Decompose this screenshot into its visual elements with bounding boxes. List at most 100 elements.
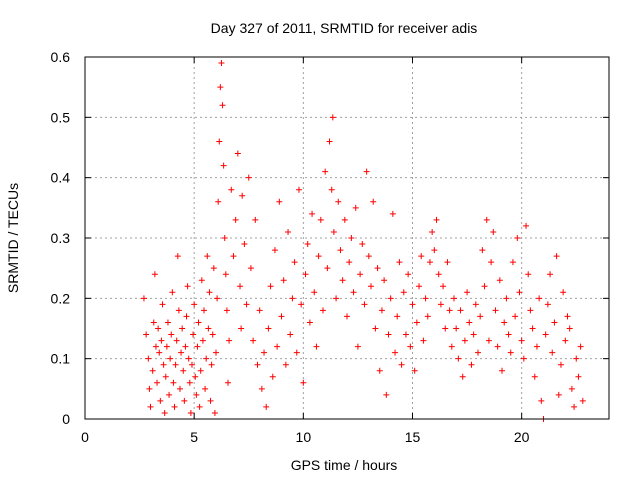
data-point [184, 283, 191, 290]
data-point [252, 216, 259, 223]
x-tick-labels: 0 5 10 15 20 [81, 429, 530, 445]
data-point [175, 307, 182, 314]
data-point [496, 277, 503, 284]
data-point [289, 295, 296, 302]
data-point [265, 325, 272, 332]
data-point [330, 228, 337, 235]
data-point [337, 247, 344, 254]
data-point [170, 379, 177, 386]
data-point [376, 367, 383, 374]
data-point [188, 361, 195, 368]
data-point [143, 331, 150, 338]
data-point [164, 319, 171, 326]
data-point [350, 289, 357, 296]
data-point [237, 283, 244, 290]
data-point [494, 343, 501, 350]
data-point [192, 373, 199, 380]
data-point [357, 271, 364, 278]
data-point [197, 367, 204, 374]
data-point [372, 325, 379, 332]
data-point [536, 295, 543, 302]
data-point [492, 307, 499, 314]
data-point [226, 337, 233, 344]
data-point [424, 313, 431, 320]
data-point [234, 150, 241, 157]
data-point [182, 343, 189, 350]
data-point [405, 271, 412, 278]
y-tick-labels: 0 0.1 0.2 0.3 0.4 0.5 0.6 [51, 49, 71, 427]
data-point [374, 265, 381, 272]
data-point [448, 343, 455, 350]
data-point [547, 271, 554, 278]
data-point [185, 355, 192, 362]
data-point [171, 403, 178, 410]
data-point [352, 204, 359, 211]
data-point [315, 253, 322, 260]
data-point [271, 247, 278, 254]
data-point [501, 319, 508, 326]
data-point [359, 241, 366, 248]
data-point [341, 216, 348, 223]
data-point [241, 241, 248, 248]
data-point [481, 283, 488, 290]
data-point [158, 337, 165, 344]
data-point [346, 259, 353, 266]
data-point [223, 307, 230, 314]
data-point [499, 367, 506, 374]
data-point [392, 349, 399, 356]
data-point [514, 235, 521, 241]
data-point [213, 349, 219, 356]
data-point [344, 313, 350, 320]
data-point [232, 216, 239, 223]
data-point [564, 313, 571, 320]
data-point [485, 337, 492, 344]
data-point [245, 174, 252, 181]
data-point [557, 361, 564, 368]
data-point [163, 343, 170, 350]
x-tick-label: 20 [514, 429, 530, 445]
data-point [183, 313, 190, 320]
data-point [258, 385, 265, 392]
data-point [230, 253, 237, 260]
data-point [250, 337, 257, 344]
data-point [215, 198, 222, 205]
data-point [363, 168, 370, 175]
data-point [214, 295, 221, 302]
data-point [383, 391, 390, 398]
data-point [267, 283, 274, 290]
data-point [150, 319, 157, 326]
data-point [306, 319, 313, 326]
data-point [381, 277, 388, 284]
data-point [328, 186, 335, 193]
data-point [527, 307, 534, 314]
data-point [483, 216, 490, 223]
data-point [529, 325, 536, 332]
axis-ticks [84, 56, 609, 420]
data-point [282, 361, 289, 368]
data-points [140, 60, 586, 422]
chart-title: Day 327 of 2011, SRMTID for receiver adi… [211, 20, 478, 36]
data-point [179, 325, 186, 332]
data-point [562, 337, 569, 344]
data-point [313, 343, 320, 350]
data-point [205, 325, 212, 332]
data-point [293, 349, 300, 356]
data-point [472, 301, 479, 308]
data-point [159, 301, 166, 308]
data-point [555, 391, 562, 398]
data-point [196, 403, 203, 410]
data-point [577, 343, 584, 350]
data-point [243, 301, 250, 308]
data-point [568, 385, 575, 392]
data-point [145, 355, 152, 362]
data-point [470, 331, 477, 338]
data-point [256, 307, 263, 314]
x-tick-label: 15 [405, 429, 421, 445]
data-point [220, 162, 227, 169]
data-point [348, 235, 355, 241]
data-point [209, 331, 216, 338]
data-point [560, 289, 567, 296]
data-point [187, 409, 194, 416]
data-point [361, 301, 368, 308]
data-point [317, 216, 324, 223]
